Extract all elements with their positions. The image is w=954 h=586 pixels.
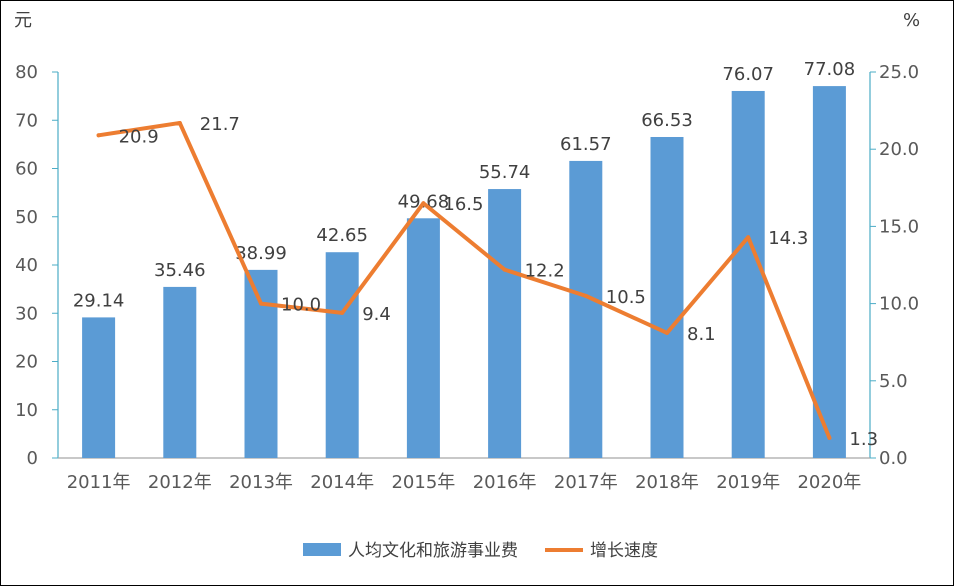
- legend-bar-label: 人均文化和旅游事业费: [348, 541, 518, 561]
- line-series: [96, 120, 832, 440]
- bar-value-label: 66.53: [641, 110, 693, 131]
- line-value-label: 9.4: [362, 304, 391, 325]
- bar-value-label: 55.74: [479, 162, 531, 183]
- line-value-label: 16.5: [443, 194, 483, 215]
- legend: 人均文化和旅游事业费 增长速度: [303, 541, 658, 561]
- bar-value-label: 38.99: [235, 243, 287, 264]
- bar-value-label: 76.07: [722, 64, 774, 85]
- left-tick-label: 0: [27, 448, 38, 469]
- x-tick-label: 2016年: [473, 472, 537, 493]
- x-tick-label: 2011年: [67, 472, 131, 493]
- bar-value-label: 29.14: [73, 290, 125, 311]
- bar-value-labels: 29.1435.4638.9942.6549.6855.7461.5766.53…: [73, 59, 855, 311]
- x-tick-label: 2017年: [554, 472, 618, 493]
- line-value-label: 12.2: [525, 261, 565, 282]
- growth-line: [96, 120, 832, 440]
- right-tick-label: 10.0: [879, 294, 919, 315]
- right-tick-label: 25.0: [879, 62, 919, 83]
- right-axis-ticks: 0.0 5.0 10.0 15.0 20.0 25.0: [870, 62, 919, 469]
- line-value-label: 10.5: [606, 287, 646, 308]
- x-tick-label: 2015年: [391, 472, 455, 493]
- line-point: [502, 267, 507, 272]
- right-tick-label: 15.0: [879, 216, 919, 237]
- bar: [488, 189, 522, 458]
- right-tick-label: 5.0: [879, 371, 908, 392]
- right-axis-unit: %: [903, 10, 920, 31]
- bar-series: [82, 86, 846, 459]
- x-tick-label: 2013年: [229, 472, 293, 493]
- line-point: [421, 201, 426, 206]
- line-value-label: 21.7: [200, 114, 240, 135]
- bar-value-label: 77.08: [804, 59, 856, 80]
- right-tick-label: 20.0: [879, 139, 919, 160]
- left-axis-ticks: 0 10 20 30 40 50 60 70 80: [15, 62, 58, 469]
- left-tick-label: 20: [15, 352, 38, 373]
- line-value-label: 14.3: [768, 228, 808, 249]
- x-tick-label: 2019年: [716, 472, 780, 493]
- bar: [163, 286, 197, 458]
- line-point: [827, 435, 832, 440]
- x-axis-ticks: 2011年 2012年 2013年 2014年 2015年 2016年 2017年 2018年…: [67, 472, 862, 493]
- left-tick-label: 80: [15, 62, 38, 83]
- line-value-label: 20.9: [119, 126, 159, 147]
- x-tick-label: 2012年: [148, 472, 212, 493]
- bar: [325, 252, 359, 458]
- line-value-label: 10.0: [281, 295, 321, 316]
- bar: [812, 86, 846, 459]
- line-value-label: 8.1: [687, 324, 716, 345]
- right-tick-label: 0.0: [879, 448, 908, 469]
- legend-line-label: 增长速度: [590, 541, 658, 561]
- left-axis-unit: 元: [14, 10, 32, 31]
- left-tick-label: 60: [15, 159, 38, 180]
- line-value-label: 1.3: [849, 429, 878, 450]
- line-point: [96, 133, 101, 138]
- line-point: [665, 330, 669, 335]
- line-point: [746, 235, 751, 240]
- bar-value-label: 35.46: [154, 260, 206, 281]
- bar-value-label: 42.65: [316, 225, 368, 246]
- bar: [406, 218, 440, 458]
- line-point: [259, 301, 263, 306]
- line-point: [340, 310, 345, 315]
- left-tick-label: 70: [15, 110, 38, 131]
- left-tick-label: 10: [15, 400, 38, 421]
- left-tick-label: 50: [15, 207, 38, 228]
- line-value-labels: 20.9 21.7 10.0 9.4 16.5 12.2 10.5 8.1 14.3 1.3: [119, 114, 878, 450]
- legend-bar-swatch: [303, 543, 341, 556]
- left-tick-label: 40: [15, 255, 38, 276]
- left-tick-label: 30: [15, 303, 38, 324]
- bar: [244, 269, 278, 458]
- bar-value-label: 61.57: [560, 134, 612, 155]
- bar: [569, 160, 603, 458]
- x-tick-label: 2020年: [797, 472, 861, 493]
- x-tick-label: 2018年: [635, 472, 699, 493]
- x-tick-label: 2014年: [310, 472, 374, 493]
- bar: [82, 317, 116, 458]
- line-point: [583, 293, 588, 298]
- line-point: [177, 120, 182, 125]
- bar: [731, 90, 765, 458]
- bar: [650, 136, 684, 459]
